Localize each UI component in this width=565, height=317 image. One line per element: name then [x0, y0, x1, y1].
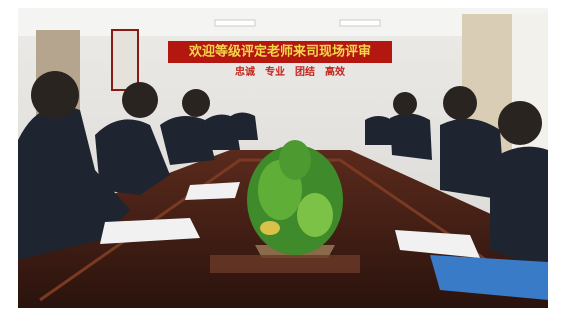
light	[215, 20, 255, 26]
table-reflection	[210, 255, 360, 273]
page: 欢迎等级评定老师来司现场评审 忠诚 专业 团结 高效	[0, 0, 565, 317]
banner-title: 欢迎等级评定老师来司现场评审	[188, 44, 371, 60]
slogan: 忠诚 专业 团结 高效	[235, 65, 346, 78]
scene: 欢迎等级评定老师来司现场评审 忠诚 专业 团结 高效	[18, 8, 548, 308]
light	[340, 20, 380, 26]
photo: 欢迎等级评定老师来司现场评审 忠诚 专业 团结 高效	[0, 0, 565, 317]
wall-sign	[112, 30, 138, 90]
